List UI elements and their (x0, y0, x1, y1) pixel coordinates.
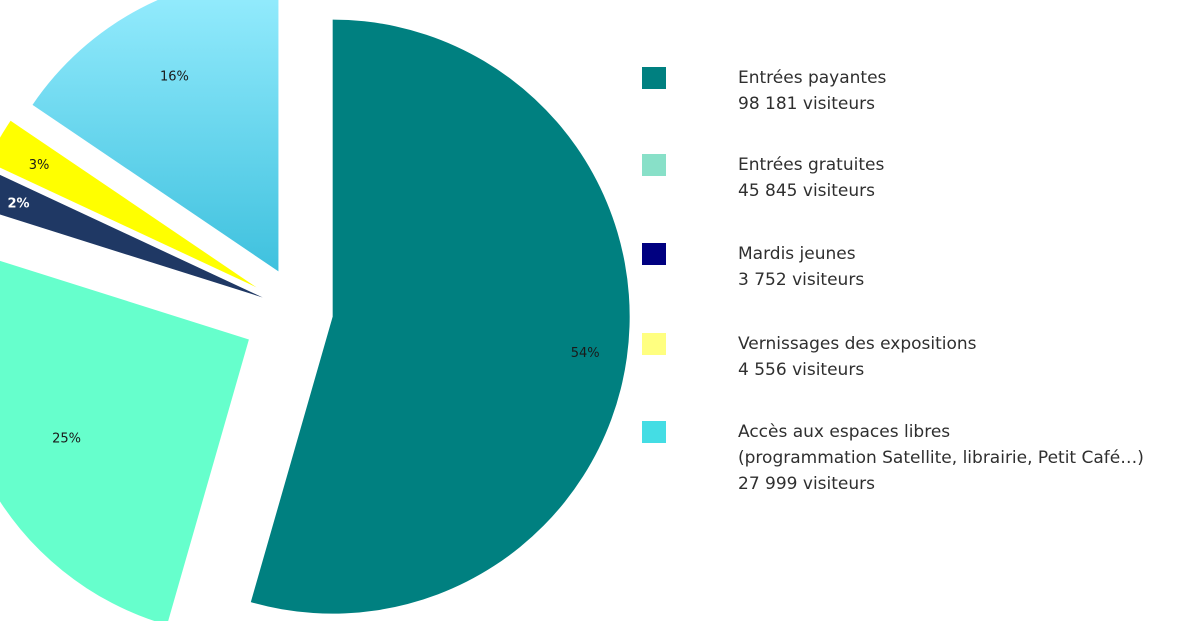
legend-text: Accès aux espaces libres (programmation … (738, 419, 1192, 497)
legend-swatch-cyan (642, 421, 666, 443)
pie-chart: 54% 25% 2% 3% 16% (0, 0, 630, 621)
legend-sublabel: (programmation Satellite, librairie, Pet… (738, 448, 1144, 468)
legend-swatch-teal (642, 67, 666, 89)
pie-slice-espaces-libres (32, 0, 279, 272)
pie-slices (0, 0, 630, 621)
legend-text: Entrées payantes 98 181 visiteurs (738, 65, 1192, 117)
legend-label: Mardis jeunes (738, 244, 856, 264)
pie-slice-gratuites (0, 260, 249, 621)
legend-swatch-yellow (642, 333, 666, 355)
legend-label: Entrées gratuites (738, 155, 885, 175)
slice-percent-label: 2% (8, 196, 30, 211)
legend-label: Entrées payantes (738, 68, 887, 88)
legend-swatch-mint (642, 154, 666, 176)
slice-percent-label: 16% (160, 69, 189, 84)
legend-text: Mardis jeunes 3 752 visiteurs (738, 241, 1192, 293)
legend-text: Vernissages des expositions 4 556 visite… (738, 331, 1192, 383)
legend-label: Vernissages des expositions (738, 334, 977, 354)
legend-visitors: 45 845 visiteurs (738, 181, 875, 201)
legend-swatch-navy (642, 243, 666, 265)
legend-visitors: 4 556 visiteurs (738, 360, 865, 380)
slice-percent-label: 25% (52, 431, 81, 446)
legend-visitors: 98 181 visiteurs (738, 94, 875, 114)
legend-visitors: 3 752 visiteurs (738, 270, 865, 290)
pie-slice-labels: 54% 25% 2% 3% 16% (8, 69, 600, 446)
legend-visitors: 27 999 visiteurs (738, 474, 875, 494)
pie-slice-payantes (250, 19, 630, 614)
legend-label: Accès aux espaces libres (738, 422, 951, 442)
pie-slice-mardis-jeunes (0, 174, 263, 298)
slice-percent-label: 54% (571, 346, 600, 361)
pie-slice-vernissages (0, 120, 257, 288)
legend-text: Entrées gratuites 45 845 visiteurs (738, 152, 1192, 204)
slice-percent-label: 3% (29, 158, 50, 173)
